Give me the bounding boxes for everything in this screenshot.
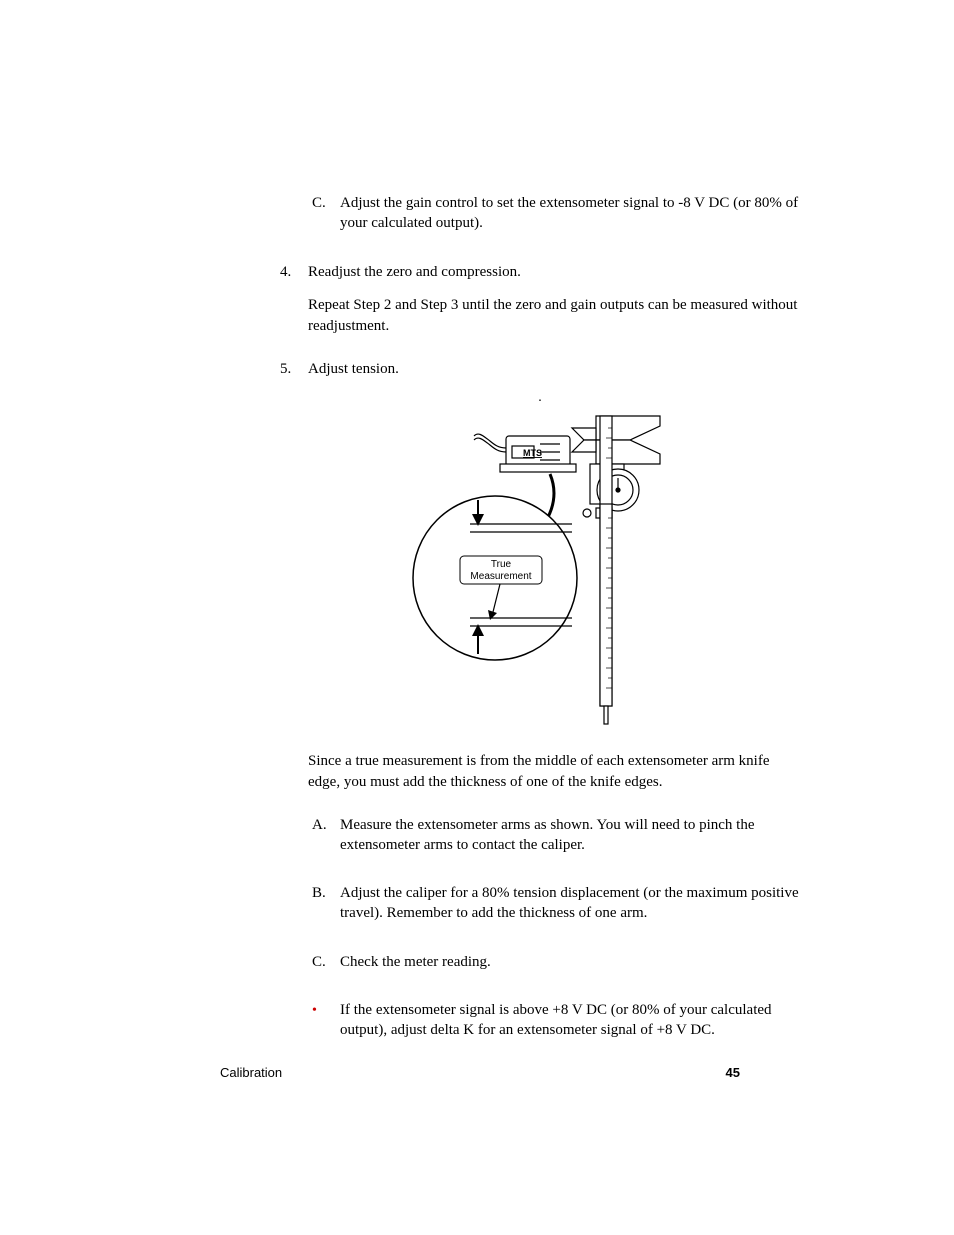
footer-section: Calibration (220, 1065, 282, 1080)
sub-item-c2: C. Check the meter reading. (280, 952, 800, 972)
figure-wrap: . (280, 390, 800, 733)
figure-diagram: MTS True Measurement (400, 408, 680, 728)
step-text: Adjust tension. (308, 359, 800, 380)
bullet-item: • If the extensometer signal is above +8… (280, 1000, 800, 1041)
sub-text: Adjust the caliper for a 80% tension dis… (340, 883, 800, 924)
after-figure-para: Since a true measurement is from the mid… (308, 751, 800, 793)
sub-text: Measure the extensometer arms as shown. … (340, 815, 800, 856)
step-number: 4. (280, 262, 308, 283)
step-4: 4. Readjust the zero and compression. (280, 262, 800, 283)
bullet-text: If the extensometer signal is above +8 V… (340, 1000, 800, 1041)
sub-text: Check the meter reading. (340, 952, 800, 972)
sub-text: Adjust the gain control to set the exten… (340, 193, 800, 234)
footer-page-number: 45 (726, 1065, 740, 1080)
figure-label-1: True (491, 559, 512, 570)
content-column: C. Adjust the gain control to set the ex… (280, 193, 800, 1040)
bullet-mark: • (280, 1000, 340, 1041)
step-4-para: Repeat Step 2 and Step 3 until the zero … (308, 295, 800, 337)
sub-letter: A. (280, 815, 340, 856)
footer: Calibration 45 (220, 1065, 740, 1080)
sub-letter: B. (280, 883, 340, 924)
sub-item-b: B. Adjust the caliper for a 80% tension … (280, 883, 800, 924)
sub-letter: C. (280, 952, 340, 972)
step-number: 5. (280, 359, 308, 380)
figure-label-2: Measurement (470, 571, 531, 582)
mts-label: MTS (523, 448, 542, 458)
page: C. Adjust the gain control to set the ex… (0, 0, 954, 1235)
step-text: Readjust the zero and compression. (308, 262, 800, 283)
step-5: 5. Adjust tension. (280, 359, 800, 380)
sub-letter: C. (280, 193, 340, 234)
figure-dot: . (280, 390, 800, 406)
sub-item-a: A. Measure the extensometer arms as show… (280, 815, 800, 856)
sub-item-c: C. Adjust the gain control to set the ex… (280, 193, 800, 234)
